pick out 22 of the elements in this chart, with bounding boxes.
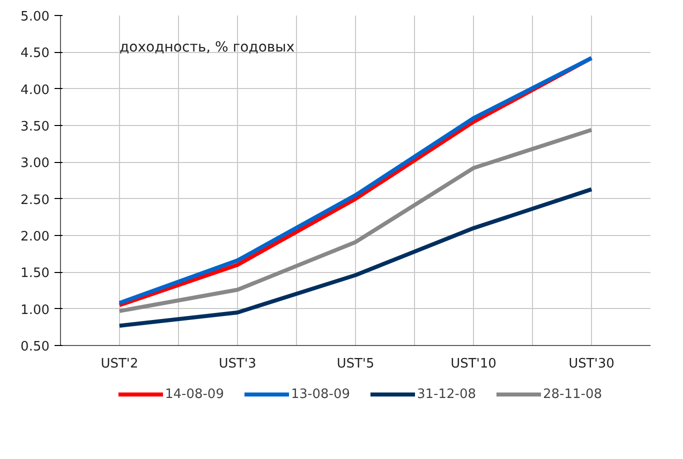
y-tick-label: 4.50	[20, 46, 50, 62]
y-tick-label: 2.00	[20, 230, 50, 244]
y-tick-label: 3.00	[20, 156, 50, 172]
x-tick-label: UST'2	[100, 356, 138, 372]
y-tick-label: 1.50	[20, 266, 50, 282]
legend-label: 13-08-09	[290, 386, 350, 402]
y-tick-label: 0.50	[20, 340, 50, 354]
x-tick-label: UST'3	[218, 356, 256, 372]
x-tick-label: UST'10	[450, 356, 496, 372]
x-tick-label: UST'5	[336, 356, 374, 372]
line-series	[118, 187, 594, 328]
y-tick-label: 4.00	[20, 82, 50, 98]
y-tick-label: 5.00	[20, 10, 50, 24]
y-tick-label: 1.00	[20, 302, 50, 318]
annotation: доходность, % годовых	[120, 40, 295, 56]
y-tick-label: 2.50	[20, 192, 50, 208]
legend-label: 14-08-09	[164, 386, 224, 402]
line-series	[118, 128, 594, 314]
x-tick-label: UST'30	[568, 356, 614, 372]
legend-label: 28-11-08	[543, 386, 602, 402]
legend-label: 31-12-08	[417, 386, 476, 402]
y-tick-label: 3.50	[20, 120, 50, 134]
